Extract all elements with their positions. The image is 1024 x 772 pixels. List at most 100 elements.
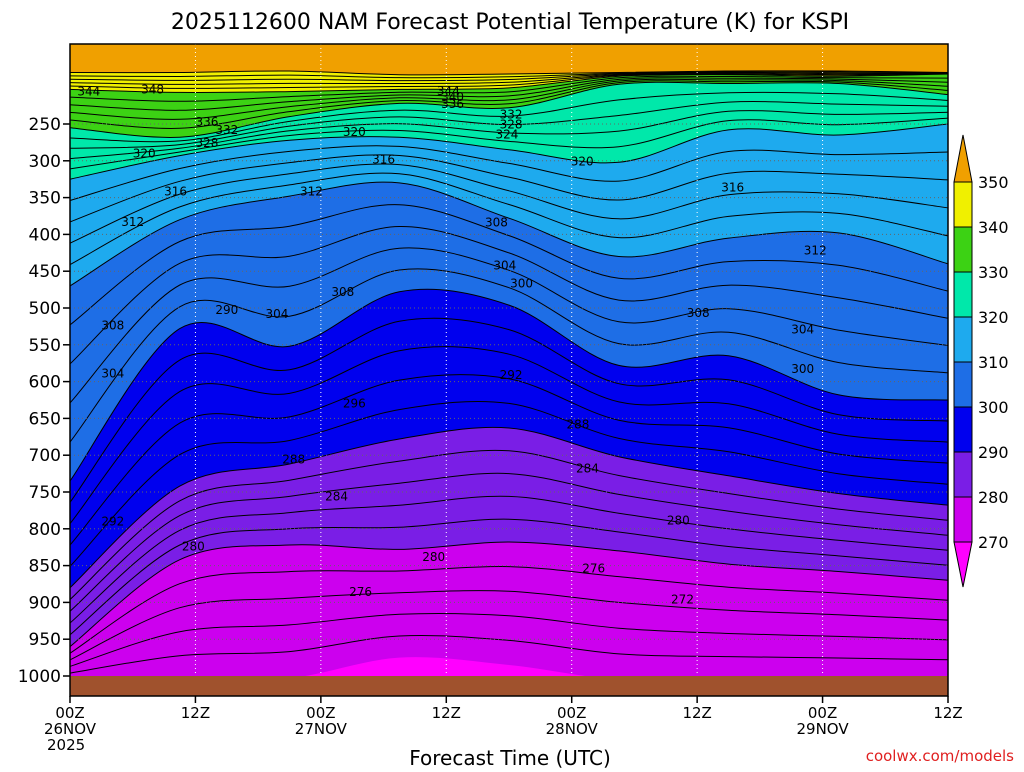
x-tick-label: 00Z [55, 704, 84, 722]
contour-label: 308 [331, 285, 354, 299]
y-tick-label: 1000 [18, 667, 61, 687]
isentrope-272 [70, 634, 948, 674]
contour-label: 304 [266, 307, 289, 321]
isentrope-312 [70, 172, 948, 266]
colorbar-bottom-arrow [953, 541, 973, 588]
contour-label: 272 [671, 592, 694, 606]
y-axis: 250 300 350 400 450 500 550 600 650 700 750 800 850 9… [18, 115, 70, 687]
contour-label: 340 [441, 90, 464, 104]
contour-label: 332 [500, 107, 523, 121]
x-tick-label: 12Z [682, 704, 711, 722]
y-tick-label: 400 [29, 225, 61, 245]
y-tick-label: 350 [29, 189, 61, 209]
isentrope-346 [70, 71, 948, 82]
isentrope-304 [70, 247, 948, 404]
isentrope-338 [70, 75, 948, 102]
contour-label: 280 [182, 539, 205, 553]
contour-label: 296 [343, 397, 366, 411]
colorbar-legend: 270 280 290 300 310 320 330 340 350 [953, 134, 1009, 588]
x-tick-label: 26NOV [44, 720, 97, 738]
colorbar-label: 320 [978, 308, 1009, 327]
isentrope-290 [70, 426, 948, 589]
isentrope-284 [70, 495, 948, 624]
isentrope-340 [70, 73, 948, 93]
isentrope-350 [70, 70, 948, 76]
isentrope-278 [70, 565, 948, 654]
isentrope-332 [70, 80, 948, 129]
isentrope-282 [70, 518, 948, 636]
contour-label: 316 [721, 180, 744, 194]
colorbar-label: 340 [978, 218, 1009, 237]
isentrope-274 [70, 613, 948, 667]
contour-label: 336 [195, 115, 218, 129]
colorbar-swatch [953, 496, 973, 543]
isentrope-330 [70, 81, 948, 138]
x-tick-label: 29NOV [797, 720, 850, 738]
x-tick-label: 12Z [432, 704, 461, 722]
y-tick-label: 900 [29, 593, 61, 613]
isentrope-318 [70, 145, 948, 201]
contour-label: 280 [667, 514, 690, 528]
contour-label: 344 [77, 85, 100, 99]
colorbar-label: 330 [978, 263, 1009, 282]
isentrope-316 [70, 154, 948, 223]
x-tick-label: 27NOV [295, 720, 348, 738]
isentrope-306 [70, 225, 948, 365]
y-tick-label: 450 [29, 262, 61, 282]
isentrope-322 [70, 117, 948, 170]
contour-label: 328 [195, 136, 218, 150]
contour-label: 336 [441, 97, 464, 111]
plot-frame [69, 43, 949, 697]
colorbar-swatch [953, 316, 973, 363]
contour-label: 300 [791, 362, 814, 376]
isentrope-308 [70, 204, 948, 326]
isentrope-320 [70, 123, 948, 180]
colorbar-swatch [953, 406, 973, 453]
contour-label: 284 [325, 489, 348, 503]
isentrope-324 [70, 110, 948, 160]
x-tick-label: 12Z [181, 704, 210, 722]
isentrope-336 [70, 77, 948, 111]
contour-label: 312 [804, 244, 827, 258]
isentrope-contours [70, 70, 948, 674]
isentrope-286 [70, 472, 948, 612]
ground-surface [70, 676, 948, 696]
contour-label: 332 [215, 123, 238, 137]
contour-label: 312 [300, 185, 323, 199]
isentrope-342 [70, 73, 948, 89]
isentrope-328 [70, 91, 948, 143]
isentrope-314 [70, 163, 948, 244]
x-tick-label: 12Z [933, 704, 962, 722]
colorbar-swatch [953, 361, 973, 408]
isentrope-294 [70, 374, 948, 546]
colorbar-label: 280 [978, 488, 1009, 507]
isentrope-280 [70, 541, 948, 647]
contour-label: 328 [500, 118, 523, 132]
chart-title: 2025112600 NAM Forecast Potential Temper… [171, 10, 849, 35]
contour-label: 304 [791, 322, 814, 336]
contour-label: 288 [567, 417, 590, 431]
y-tick-label: 300 [29, 152, 61, 172]
y-tick-label: 250 [29, 115, 61, 135]
band-theta-below-270 [304, 657, 586, 676]
y-tick-label: 600 [29, 373, 61, 393]
isentrope-310 [70, 181, 948, 287]
contour-label: 316 [164, 185, 187, 199]
contour-label: 316 [372, 152, 395, 166]
colorbar-swatch [953, 451, 973, 498]
contour-label: 284 [576, 461, 599, 475]
contour-label: 308 [101, 319, 124, 333]
isentrope-288 [70, 449, 948, 600]
x-tick-label: 2025 [47, 736, 85, 754]
y-tick-label: 800 [29, 520, 61, 540]
contour-label: 300 [510, 277, 533, 291]
colorbar-label: 310 [978, 353, 1009, 372]
isentrope-344 [70, 72, 948, 85]
colorbar-label: 300 [978, 398, 1009, 417]
contour-label: 320 [343, 125, 366, 139]
isentrope-276 [70, 590, 948, 661]
contour-label: 312 [121, 215, 144, 229]
colorbar-top-arrow [953, 134, 973, 183]
y-tick-label: 700 [29, 446, 61, 466]
